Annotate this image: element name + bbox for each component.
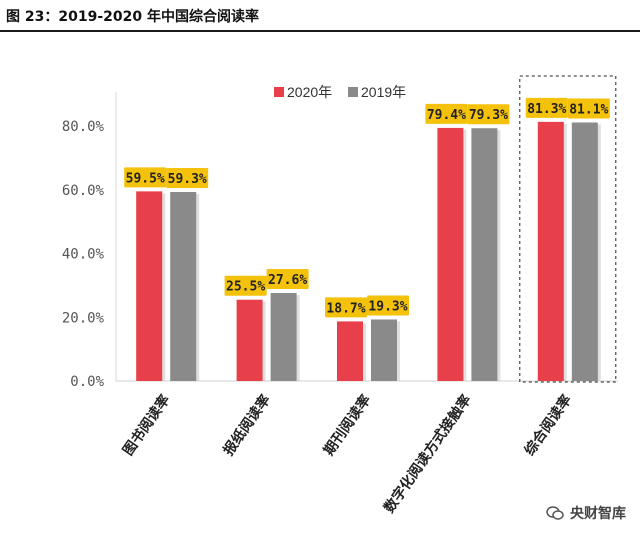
data-label-bg xyxy=(266,269,309,290)
data-label-bg xyxy=(367,295,409,316)
y-tick-label: 0.0% xyxy=(70,374,104,390)
data-label-bg xyxy=(124,167,167,188)
data-label: 59.3% xyxy=(168,172,207,187)
bar xyxy=(270,293,297,381)
bar xyxy=(136,191,163,381)
watermark: 央财智库 xyxy=(546,503,626,523)
data-label-bg xyxy=(224,275,267,296)
data-label: 25.5% xyxy=(226,280,265,295)
bar xyxy=(170,191,197,381)
data-label-bg xyxy=(525,97,568,118)
data-label-bg xyxy=(467,104,510,125)
y-tick-label: 80.0% xyxy=(62,119,105,135)
data-label: 81.3% xyxy=(527,102,566,117)
data-label-bg xyxy=(325,297,367,318)
legend-label: 2019年 xyxy=(361,84,406,100)
x-tick-label: 综合阅读率 xyxy=(521,392,575,459)
y-tick-label: 60.0% xyxy=(62,183,105,199)
y-tick-label: 40.0% xyxy=(62,247,105,263)
bar xyxy=(571,122,598,382)
data-label: 79.3% xyxy=(469,108,508,123)
bar xyxy=(337,321,363,381)
legend-swatch xyxy=(348,87,358,97)
wechat-icon xyxy=(546,506,564,520)
title-divider xyxy=(0,30,640,32)
x-tick-label: 数字化阅读方式接触率 xyxy=(380,392,474,516)
bar xyxy=(537,121,564,381)
highlight-box xyxy=(519,75,617,383)
x-tick-label: 期刊阅读率 xyxy=(320,392,374,459)
data-label-bg xyxy=(425,103,468,124)
bar xyxy=(236,299,263,381)
watermark-text: 央财智库 xyxy=(570,506,626,522)
data-label: 81.1% xyxy=(569,102,608,117)
data-label: 59.5% xyxy=(126,171,165,186)
data-label: 79.4% xyxy=(427,108,466,123)
data-label-bg xyxy=(567,98,610,119)
data-label-bg xyxy=(166,167,209,188)
y-tick-label: 20.0% xyxy=(62,310,105,326)
figure-title: 图 23：2019-2020 年中国综合阅读率 xyxy=(6,9,259,25)
data-label: 27.6% xyxy=(268,273,307,288)
data-label: 19.3% xyxy=(368,299,407,314)
legend-label: 2020年 xyxy=(287,84,332,100)
bar xyxy=(471,128,498,381)
bar xyxy=(437,127,464,381)
bar xyxy=(371,319,397,381)
x-tick-label: 报纸阅读率 xyxy=(220,392,274,459)
x-tick-label: 图书阅读率 xyxy=(119,392,173,459)
data-label: 18.7% xyxy=(326,301,365,316)
legend-swatch xyxy=(274,87,284,97)
